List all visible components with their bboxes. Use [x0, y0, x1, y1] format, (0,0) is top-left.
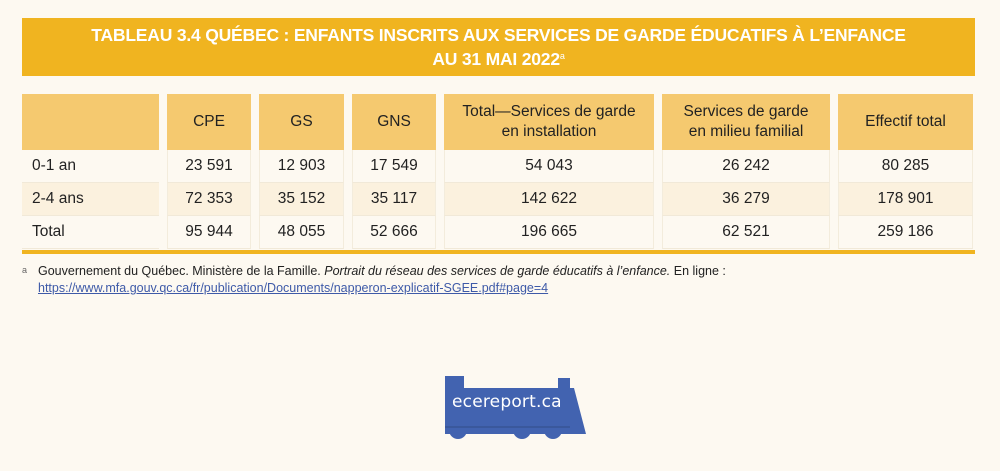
table-bottom-rule — [22, 250, 975, 254]
source-footnote: a Gouvernement du Québec. Ministère de l… — [22, 264, 726, 295]
table-row-total: Total 95 944 48 055 52 666 196 665 62 52… — [22, 216, 975, 249]
cell-installation: 142 622 — [444, 183, 654, 216]
cell-gs: 35 152 — [259, 183, 344, 216]
cell-gs: 48 055 — [259, 216, 344, 249]
cell-total: 178 901 — [838, 183, 973, 216]
train-icon — [445, 376, 586, 439]
footnote-marker: a — [22, 265, 28, 275]
cell-installation: 54 043 — [444, 150, 654, 183]
footnote-text: Gouvernement du Québec. Ministère de la … — [38, 264, 325, 278]
ecereport-logo[interactable]: ecereport.ca — [440, 370, 590, 442]
row-label: 0-1 an — [22, 150, 159, 183]
table-row: 0-1 an 23 591 12 903 17 549 54 043 26 24… — [22, 150, 975, 183]
cell-total: 80 285 — [838, 150, 973, 183]
header-cell-gs: GS — [259, 94, 344, 150]
footnote-marker: a — [559, 50, 565, 61]
cell-cpe: 72 353 — [167, 183, 251, 216]
title-line-1: TABLEAU 3.4 QUÉBEC : ENFANTS INSCRITS AU… — [91, 24, 906, 45]
cell-installation: 196 665 — [444, 216, 654, 249]
cell-cpe: 95 944 — [167, 216, 251, 249]
logo-text: ecereport.ca — [452, 392, 562, 412]
header-cell-cpe: CPE — [167, 94, 251, 150]
table-row: 2-4 ans 72 353 35 152 35 117 142 622 36 … — [22, 183, 975, 216]
cell-cpe: 23 591 — [167, 150, 251, 183]
header-cell-familial: Services de garde en milieu familial — [662, 94, 830, 150]
table-header-row: CPE GS GNS Total—Services de garde en ins… — [22, 94, 975, 150]
header-cell-total: Effectif total — [838, 94, 973, 150]
title-line-2: AU 31 MAI 2022a — [432, 48, 565, 69]
row-label: Total — [22, 216, 159, 249]
footnote-source-link[interactable]: https://www.mfa.gouv.qc.ca/fr/publicatio… — [38, 281, 549, 295]
cell-familial: 26 242 — [662, 150, 830, 183]
header-cell-installation: Total—Services de garde en installation — [444, 94, 654, 150]
cell-familial: 62 521 — [662, 216, 830, 249]
cell-gs: 12 903 — [259, 150, 344, 183]
enrollment-table: CPE GS GNS Total—Services de garde en ins… — [22, 94, 975, 254]
header-cell-gns: GNS — [352, 94, 436, 150]
cell-gns: 52 666 — [352, 216, 436, 249]
table-title: TABLEAU 3.4 QUÉBEC : ENFANTS INSCRITS AU… — [22, 18, 975, 76]
cell-gns: 17 549 — [352, 150, 436, 183]
cell-gns: 35 117 — [352, 183, 436, 216]
cell-total: 259 186 — [838, 216, 973, 249]
cell-familial: 36 279 — [662, 183, 830, 216]
row-label: 2-4 ans — [22, 183, 159, 216]
header-cell-empty — [22, 94, 159, 150]
footnote-publication-title: Portrait du réseau des services de garde… — [324, 264, 671, 278]
